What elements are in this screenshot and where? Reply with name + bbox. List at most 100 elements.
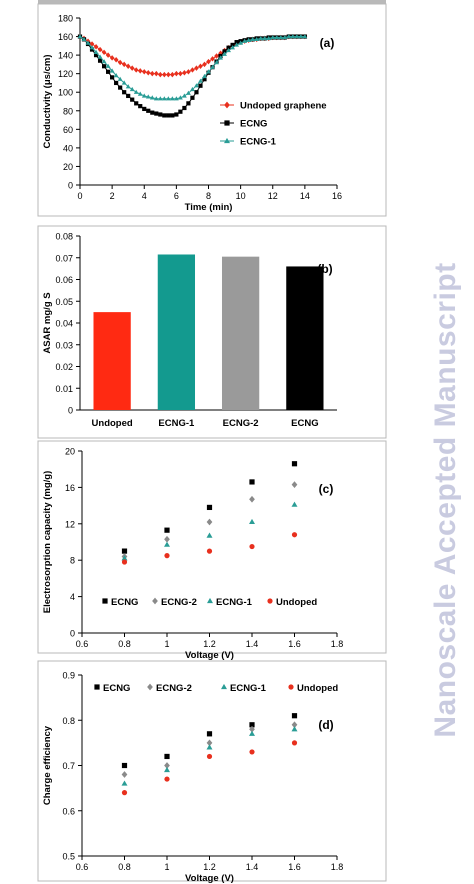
data-point — [194, 90, 199, 95]
data-point — [206, 739, 213, 747]
x-axis-title: Voltage (V) — [185, 650, 234, 661]
y-tick-label: 140 — [58, 51, 73, 61]
x-tick-label: 2 — [110, 191, 115, 201]
data-point — [214, 60, 219, 65]
data-point — [249, 725, 255, 733]
data-point — [291, 532, 298, 538]
panel-frame — [37, 440, 387, 654]
y-tick-label: 20 — [63, 162, 73, 172]
data-point — [302, 34, 308, 39]
data-point — [154, 111, 159, 116]
data-point — [117, 76, 123, 81]
y-tick-label: 0.02 — [55, 362, 73, 372]
x-axis-title: Time (min) — [185, 202, 233, 213]
data-point — [121, 790, 128, 796]
data-point — [109, 55, 115, 61]
legend-marker — [288, 684, 294, 690]
legend-label: ECNG-2 — [156, 683, 192, 694]
data-point — [113, 57, 119, 63]
chart-panel-2: 0 0.01 0.02 0.03 0.04 0.05 0.06 0.07 0.08 Undoped… — [37, 225, 387, 439]
data-point — [190, 86, 195, 92]
data-point — [114, 80, 119, 86]
data-point — [158, 112, 163, 117]
x-tick-label: 0.8 — [118, 862, 131, 872]
data-point — [249, 749, 255, 755]
x-tick-label: 1 — [164, 862, 169, 872]
watermark: Nanoscale Accepted Manuscript — [418, 0, 474, 884]
legend-marker — [224, 101, 230, 109]
legend-label: ECNG-1 — [240, 137, 277, 148]
y-tick-label: 40 — [63, 143, 73, 153]
data-point — [130, 97, 135, 102]
data-point — [291, 501, 298, 507]
data-point — [178, 70, 183, 77]
x-tick-label: 0.6 — [76, 639, 89, 649]
data-point — [210, 64, 215, 69]
data-point — [164, 553, 170, 559]
series-ecng-2 — [121, 481, 298, 560]
panel-frame — [37, 225, 387, 439]
x-tick-label: 1.4 — [246, 639, 259, 649]
data-point — [250, 36, 256, 42]
data-point — [194, 65, 199, 71]
data-point — [291, 713, 298, 719]
data-point — [164, 753, 170, 760]
data-point — [249, 722, 255, 728]
data-point — [77, 34, 83, 39]
y-tick-label: 12 — [65, 519, 75, 529]
data-point — [173, 96, 179, 101]
x-tick-label: 1.8 — [331, 862, 344, 872]
panel-label: (c) — [319, 482, 334, 496]
legend-label: ECNG-1 — [216, 597, 253, 608]
data-point — [125, 84, 131, 89]
data-point — [101, 64, 107, 69]
y-tick-label: 120 — [58, 69, 73, 79]
x-tick-label: 0.6 — [76, 862, 89, 872]
data-point — [105, 52, 111, 58]
data-point — [137, 68, 143, 74]
data-point — [291, 721, 298, 729]
y-tick-label: 0.7 — [62, 761, 75, 771]
series-ecng — [121, 713, 298, 769]
data-point — [238, 40, 244, 45]
y-tick-label: 0.01 — [55, 384, 73, 394]
y-tick-label: 160 — [58, 32, 73, 42]
data-point — [85, 40, 91, 45]
data-point — [165, 96, 171, 101]
x-tick-label: 0.8 — [118, 639, 131, 649]
legend-marker — [267, 598, 273, 604]
y-tick-label: 0.9 — [62, 671, 75, 681]
data-point — [121, 762, 128, 769]
data-point — [198, 78, 203, 83]
bar — [221, 256, 260, 410]
data-point — [93, 49, 99, 55]
data-point — [93, 44, 99, 50]
data-point — [182, 105, 187, 111]
y-tick-label: 0 — [70, 629, 75, 639]
y-tick-label: 0.06 — [55, 275, 73, 285]
data-point — [93, 53, 99, 58]
data-point — [121, 771, 128, 778]
data-point — [150, 110, 155, 115]
data-point — [162, 71, 167, 78]
legend-label: ECNG — [103, 683, 130, 694]
data-point — [89, 45, 95, 50]
x-tick-label: 10 — [236, 191, 246, 201]
data-point — [206, 58, 211, 65]
panel-frame — [37, 660, 387, 882]
data-point — [101, 49, 107, 56]
legend-label: ECNG — [240, 119, 267, 130]
data-point — [134, 101, 139, 106]
data-point — [198, 63, 203, 69]
watermark-text: Nanoscale Accepted Manuscript — [429, 262, 462, 738]
bar — [157, 254, 196, 410]
legend-label: ECNG-1 — [230, 683, 267, 694]
y-tick-label: 80 — [63, 106, 73, 116]
x-tick-label: 14 — [300, 191, 310, 201]
data-point — [282, 34, 288, 40]
data-point — [142, 106, 147, 112]
data-point — [164, 762, 170, 769]
x-tick-label: 12 — [268, 191, 278, 201]
x-tick-label: 4 — [142, 191, 147, 201]
legend-label: Undoped — [276, 597, 317, 608]
